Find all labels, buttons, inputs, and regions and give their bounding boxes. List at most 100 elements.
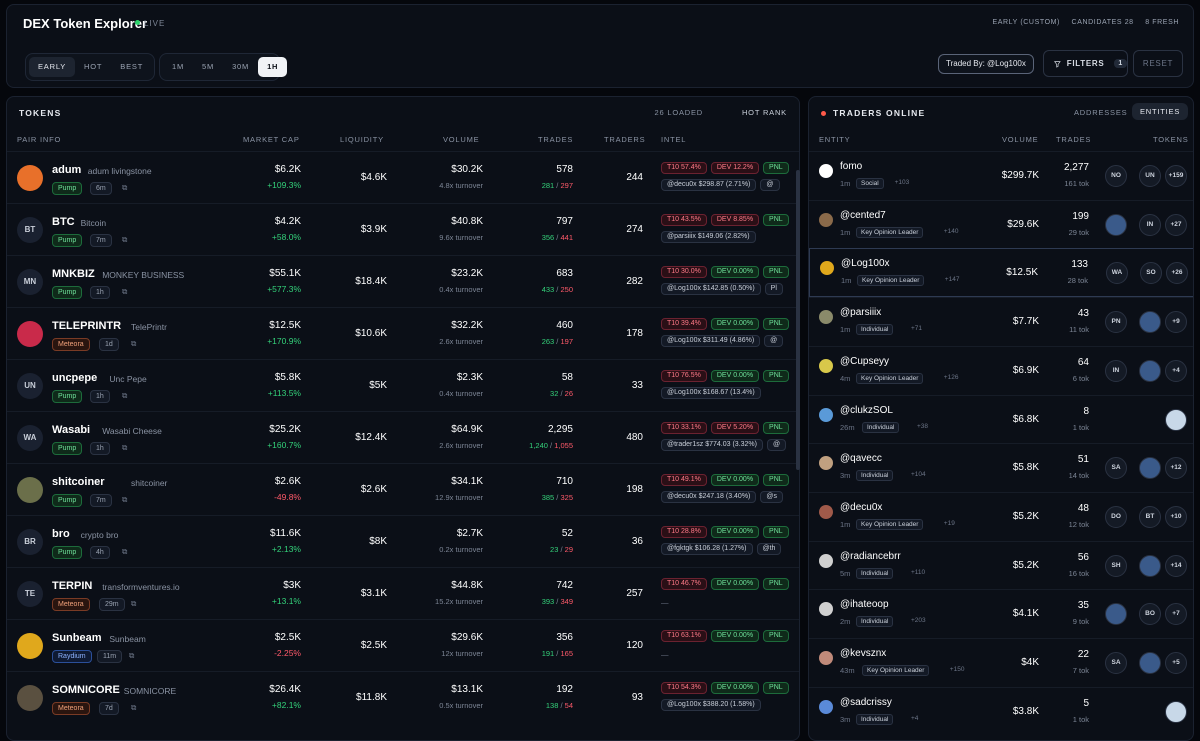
token-circle[interactable]: +5 bbox=[1165, 652, 1187, 674]
token-symbol[interactable]: BTC bbox=[52, 216, 75, 228]
filters-button[interactable]: FILTERS 1 bbox=[1043, 50, 1128, 77]
trader-name[interactable]: @radiancebrr bbox=[840, 550, 901, 562]
trader-tag[interactable]: @trader1sz $774.03 (3.32%) bbox=[661, 439, 763, 451]
token-circle[interactable] bbox=[1139, 652, 1161, 674]
token-symbol[interactable]: MNKBIZ bbox=[52, 268, 95, 280]
mode-early[interactable]: EARLY bbox=[29, 57, 76, 77]
trader-tag-2[interactable]: @s bbox=[760, 491, 783, 503]
trader-row[interactable]: @qavecc 3m Individual +104 $5.8K 51 14 tok SA +1… bbox=[809, 443, 1193, 492]
token-circle[interactable]: IN bbox=[1139, 213, 1161, 236]
copy-icon[interactable]: ⧉ bbox=[122, 495, 128, 504]
trader-row[interactable]: @kevsznx 43m Key Opinion Leader +150 $4K 22 7 … bbox=[809, 638, 1193, 687]
token-row[interactable]: adum adum livingstone Pump 6m ⧉ $6.2K +109.3% $… bbox=[7, 151, 799, 203]
col-trader-volume[interactable]: VOLUME bbox=[1002, 135, 1039, 144]
tab-addresses[interactable]: ADDRESSES bbox=[1074, 108, 1128, 117]
token-symbol[interactable]: adum bbox=[52, 164, 82, 176]
col-trades[interactable]: TRADES bbox=[538, 135, 574, 144]
token-circle[interactable]: +12 bbox=[1165, 457, 1187, 480]
trader-tag-2[interactable]: @th bbox=[756, 543, 782, 555]
trader-tag[interactable]: @Log100x $168.67 (13.4%) bbox=[661, 387, 761, 399]
reset-button[interactable]: RESET bbox=[1133, 50, 1183, 77]
token-circle[interactable]: +4 bbox=[1165, 359, 1187, 382]
token-symbol[interactable]: TELEPRINTR bbox=[52, 320, 122, 332]
token-circle[interactable]: WA bbox=[1106, 262, 1128, 285]
timeframe-1h[interactable]: 1H bbox=[258, 57, 288, 77]
trader-name[interactable]: @ihateoop bbox=[840, 599, 889, 611]
col-pair-info[interactable]: PAIR INFO bbox=[17, 135, 62, 144]
token-circle[interactable]: IN bbox=[1105, 359, 1127, 382]
timeframe-30m[interactable]: 30M bbox=[232, 62, 250, 71]
token-row[interactable]: BR bro crypto bro Pump 4h ⧉ $11.6K +2.13% $8K $2.… bbox=[7, 515, 799, 567]
token-symbol[interactable]: Sunbeam bbox=[52, 632, 102, 644]
token-row[interactable]: BT BTC Bitcoin Pump 7m ⧉ $4.2K +58.0% $3.9K $40.8… bbox=[7, 203, 799, 255]
trader-name[interactable]: @kevsznx bbox=[840, 648, 887, 659]
trader-row[interactable]: @decu0x 1m Key Opinion Leader +19 $5.2K 48 12 … bbox=[809, 491, 1193, 541]
col-trader-trades[interactable]: TRADES bbox=[1056, 135, 1092, 144]
traded-by-filter[interactable]: Traded By: @Log100x bbox=[938, 54, 1034, 74]
trader-tag[interactable]: @decu0x $298.87 (2.71%) bbox=[661, 179, 757, 191]
tab-entities[interactable]: ENTITIES bbox=[1132, 103, 1189, 120]
trader-name[interactable]: @qavecc bbox=[840, 453, 882, 465]
trader-tag[interactable]: @Log100x $311.49 (4.86%) bbox=[661, 335, 761, 347]
trader-row[interactable]: @ihateoop 2m Individual +203 $4.1K 35 9 tok BO +… bbox=[809, 589, 1193, 638]
trader-tag[interactable]: @Log100x $388.20 (1.58%) bbox=[661, 699, 761, 711]
trader-name[interactable]: @sadcrissy bbox=[840, 696, 892, 708]
token-circle[interactable]: BT bbox=[1139, 505, 1161, 528]
token-circle[interactable]: +27 bbox=[1165, 213, 1187, 236]
token-symbol[interactable]: SOMNICORE bbox=[52, 684, 120, 696]
token-circle[interactable] bbox=[1139, 554, 1161, 577]
token-symbol[interactable]: Wasabi bbox=[52, 424, 91, 436]
trader-name[interactable]: @decu0x bbox=[840, 501, 883, 513]
copy-icon[interactable]: ⧉ bbox=[122, 443, 128, 452]
token-circle[interactable]: PN bbox=[1105, 311, 1127, 334]
trader-name[interactable]: @Cupseyy bbox=[840, 355, 890, 367]
token-circle[interactable] bbox=[1105, 213, 1127, 236]
token-circle[interactable]: +159 bbox=[1165, 165, 1187, 187]
token-circle[interactable]: SO bbox=[1140, 262, 1162, 285]
col-entity[interactable]: ENTITY bbox=[819, 135, 851, 144]
token-avatar-icon[interactable] bbox=[1165, 408, 1187, 431]
token-circle[interactable]: NO bbox=[1105, 165, 1127, 187]
trader-row[interactable]: @radiancebrr 5m Individual +110 $5.2K 56 16 to… bbox=[809, 540, 1193, 590]
trader-tag-2[interactable]: Pl bbox=[764, 283, 783, 295]
token-circle[interactable] bbox=[1139, 457, 1161, 480]
trader-row[interactable]: @parsiiix 1m Individual +71 $7.7K 43 11 tok PN +… bbox=[809, 297, 1193, 346]
token-symbol[interactable]: uncpepe bbox=[52, 372, 98, 384]
token-circle[interactable]: DO bbox=[1105, 505, 1127, 528]
trader-tag[interactable]: @fgktgk $106.28 (1.27%) bbox=[661, 543, 753, 555]
trader-name[interactable]: @cented7 bbox=[840, 209, 886, 221]
token-row[interactable]: shitcoiner shitcoiner Pump 7m ⧉ $2.6K -49.8% $2… bbox=[7, 463, 799, 515]
trader-row[interactable]: @Cupseyy 4m Key Opinion Leader +126 $6.9K 64 6… bbox=[809, 345, 1193, 395]
token-circle[interactable]: UN bbox=[1139, 165, 1161, 187]
col-volume[interactable]: VOLUME bbox=[443, 135, 480, 144]
col-market-cap[interactable]: MARKET CAP bbox=[243, 135, 300, 144]
token-circle[interactable]: +26 bbox=[1166, 262, 1188, 285]
token-row[interactable]: UN uncpepe Unc Pepe Pump 1h ⧉ $5.8K +113.5% $5K $… bbox=[7, 359, 799, 411]
trader-tag-2[interactable]: @ bbox=[760, 179, 780, 191]
hot-rank-sort[interactable]: HOT RANK bbox=[741, 108, 787, 117]
token-circle[interactable] bbox=[1139, 311, 1161, 334]
token-circle[interactable]: SA bbox=[1105, 457, 1127, 480]
col-tokens[interactable]: TOKENS bbox=[1153, 135, 1189, 144]
copy-icon[interactable]: ⧉ bbox=[131, 599, 137, 608]
copy-icon[interactable]: ⧉ bbox=[131, 339, 137, 348]
token-row[interactable]: TELEPRINTR TelePrintr Meteora 1d ⧉ $12.5K +170… bbox=[7, 307, 799, 359]
trader-row[interactable]: @clukzSOL 26m Individual +38 $6.8K 8 1 tok bbox=[809, 394, 1193, 444]
copy-icon[interactable]: ⧉ bbox=[122, 547, 128, 556]
token-circle[interactable]: SA bbox=[1105, 652, 1127, 674]
trader-row[interactable]: fomo 1m Social +103 $299.7K 2,277 161 tok NO UN +… bbox=[809, 151, 1193, 200]
trader-row[interactable]: @sadcrissy 3m Individual +4 $3.8K 5 1 tok bbox=[809, 686, 1193, 736]
trader-name[interactable]: @Log100x bbox=[841, 258, 890, 270]
copy-icon[interactable]: ⧉ bbox=[122, 287, 128, 296]
trader-row[interactable]: @Log100x 1m Key Opinion Leader +147 $12.5K 13… bbox=[809, 248, 1193, 298]
token-circle[interactable]: +10 bbox=[1165, 505, 1187, 528]
col-liquidity[interactable]: LIQUIDITY bbox=[340, 135, 384, 144]
timeframe-1m[interactable]: 1M bbox=[172, 62, 185, 71]
token-row[interactable]: WA Wasabi Wasabi Cheese Pump 1h ⧉ $25.2K +160.7… bbox=[7, 411, 799, 463]
mode-best[interactable]: BEST bbox=[120, 62, 144, 71]
trader-tag[interactable]: @Log100x $142.85 (0.50%) bbox=[661, 283, 761, 295]
trader-tag[interactable]: @decu0x $247.18 (3.40%) bbox=[661, 491, 757, 503]
timeframe-5m[interactable]: 5M bbox=[202, 62, 215, 71]
token-row[interactable]: TE TERPIN transformventures.io Meteora 29m ⧉ $… bbox=[7, 567, 799, 619]
token-row[interactable]: MN MNKBIZ MONKEY BUSINESS Pump 1h ⧉ $55.1K +577… bbox=[7, 255, 799, 307]
